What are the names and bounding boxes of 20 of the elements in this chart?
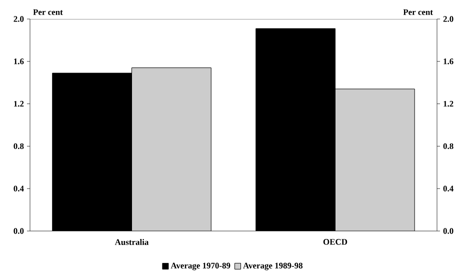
y-tick-label: 0.4 bbox=[14, 186, 24, 192]
y2-axis-title: Per cent bbox=[403, 9, 433, 15]
y-tick-label: 0.8 bbox=[14, 143, 24, 150]
y-tick-label: 1.6 bbox=[14, 58, 24, 64]
y-axis-title: Per cent bbox=[33, 9, 63, 15]
y2-tick-label: 0.0 bbox=[443, 228, 454, 234]
legend-label: Average 1989-98 bbox=[243, 262, 303, 270]
bar bbox=[335, 88, 415, 231]
x-tick-label: OECD bbox=[323, 239, 348, 245]
y2-tick-label: 2.0 bbox=[443, 16, 454, 22]
legend-label: Average 1970-89 bbox=[170, 262, 230, 270]
y2-tick-label: 1.2 bbox=[444, 100, 454, 107]
y-tick-label: 2.0 bbox=[14, 16, 24, 22]
y-tick-label: 1.2 bbox=[14, 100, 24, 107]
y-tick-label: 0.0 bbox=[14, 228, 24, 234]
y2-tick-label: 1.6 bbox=[444, 58, 454, 64]
x-tick-label: Australia bbox=[114, 239, 149, 246]
bar bbox=[132, 68, 212, 231]
y2-tick-label: 0.4 bbox=[443, 186, 454, 192]
y2-tick-label: 0.8 bbox=[443, 143, 454, 150]
